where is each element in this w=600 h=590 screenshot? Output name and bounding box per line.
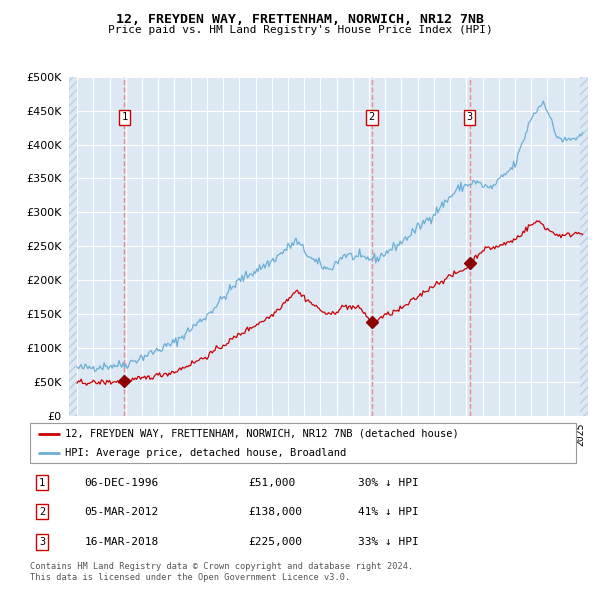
- Text: £51,000: £51,000: [248, 477, 296, 487]
- Text: Price paid vs. HM Land Registry's House Price Index (HPI): Price paid vs. HM Land Registry's House …: [107, 25, 493, 35]
- Bar: [580, 77, 588, 416]
- Text: 41% ↓ HPI: 41% ↓ HPI: [358, 507, 418, 517]
- Text: 2: 2: [39, 507, 45, 517]
- Text: 12, FREYDEN WAY, FRETTENHAM, NORWICH, NR12 7NB (detached house): 12, FREYDEN WAY, FRETTENHAM, NORWICH, NR…: [65, 429, 459, 439]
- Text: HPI: Average price, detached house, Broadland: HPI: Average price, detached house, Broa…: [65, 448, 347, 458]
- Text: 30% ↓ HPI: 30% ↓ HPI: [358, 477, 418, 487]
- Text: 05-MAR-2012: 05-MAR-2012: [85, 507, 159, 517]
- Bar: [69, 77, 77, 416]
- Text: 16-MAR-2018: 16-MAR-2018: [85, 537, 159, 547]
- Text: Contains HM Land Registry data © Crown copyright and database right 2024.: Contains HM Land Registry data © Crown c…: [30, 562, 413, 571]
- Text: £225,000: £225,000: [248, 537, 302, 547]
- Text: 1: 1: [39, 477, 45, 487]
- Text: £138,000: £138,000: [248, 507, 302, 517]
- Text: 3: 3: [467, 113, 473, 122]
- Text: This data is licensed under the Open Government Licence v3.0.: This data is licensed under the Open Gov…: [30, 573, 350, 582]
- Text: 12, FREYDEN WAY, FRETTENHAM, NORWICH, NR12 7NB: 12, FREYDEN WAY, FRETTENHAM, NORWICH, NR…: [116, 13, 484, 26]
- Text: 33% ↓ HPI: 33% ↓ HPI: [358, 537, 418, 547]
- FancyBboxPatch shape: [30, 423, 576, 463]
- Text: 06-DEC-1996: 06-DEC-1996: [85, 477, 159, 487]
- Text: 2: 2: [368, 113, 375, 122]
- Text: 1: 1: [121, 113, 128, 122]
- Text: 3: 3: [39, 537, 45, 547]
